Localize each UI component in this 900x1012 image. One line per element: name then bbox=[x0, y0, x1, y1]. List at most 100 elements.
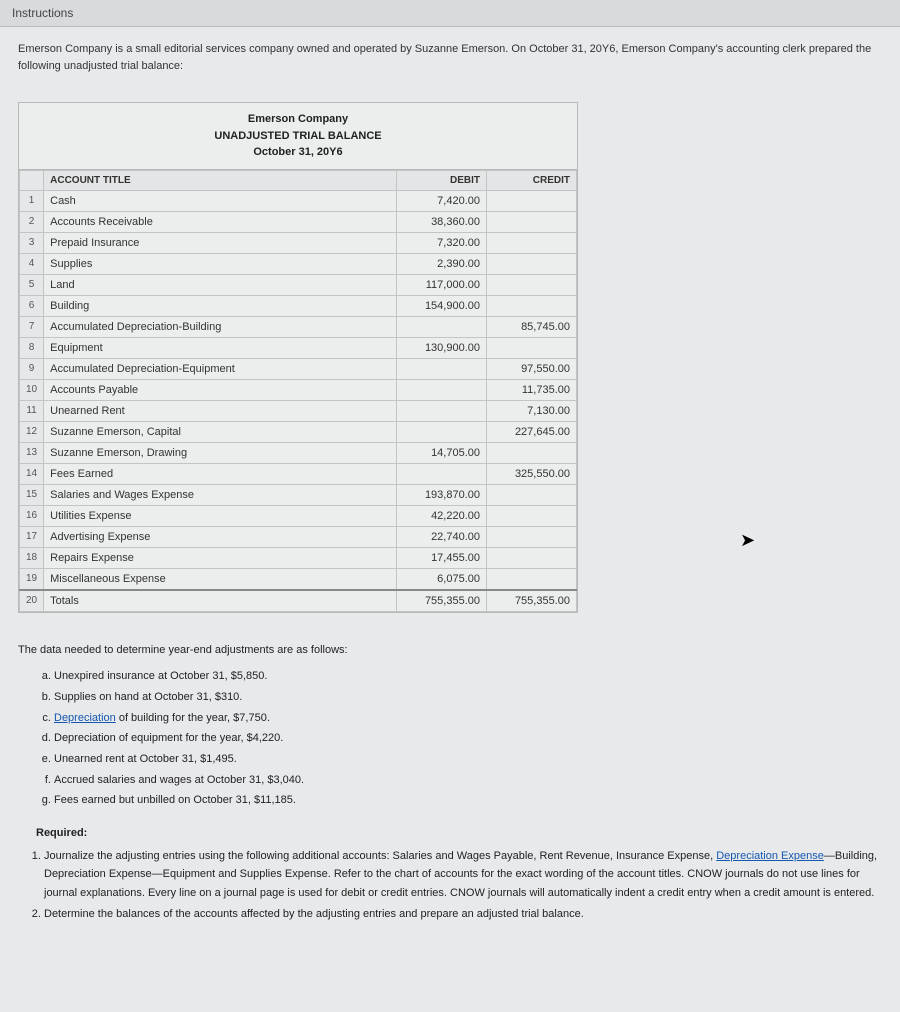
row-number: 7 bbox=[20, 316, 44, 337]
table-row: 18Repairs Expense17,455.00 bbox=[20, 547, 577, 568]
credit-cell[interactable] bbox=[487, 526, 577, 547]
account-cell[interactable]: Building bbox=[44, 295, 397, 316]
account-cell[interactable]: Miscellaneous Expense bbox=[44, 568, 397, 590]
debit-cell[interactable]: 154,900.00 bbox=[397, 295, 487, 316]
row-number: 17 bbox=[20, 526, 44, 547]
credit-cell[interactable] bbox=[487, 442, 577, 463]
table-row: 4Supplies2,390.00 bbox=[20, 253, 577, 274]
account-cell[interactable]: Accumulated Depreciation-Equipment bbox=[44, 358, 397, 379]
adjustments-intro: The data needed to determine year-end ad… bbox=[18, 641, 882, 660]
required-label: Required: bbox=[36, 824, 882, 843]
row-number: 5 bbox=[20, 274, 44, 295]
credit-cell[interactable] bbox=[487, 505, 577, 526]
debit-cell[interactable]: 117,000.00 bbox=[397, 274, 487, 295]
credit-cell[interactable]: 11,735.00 bbox=[487, 379, 577, 400]
credit-cell[interactable]: 85,745.00 bbox=[487, 316, 577, 337]
debit-cell[interactable]: 130,900.00 bbox=[397, 337, 487, 358]
row-number: 3 bbox=[20, 232, 44, 253]
credit-cell[interactable] bbox=[487, 211, 577, 232]
account-cell[interactable]: Supplies bbox=[44, 253, 397, 274]
credit-cell[interactable] bbox=[487, 253, 577, 274]
adjust-a: Unexpired insurance at October 31, $5,85… bbox=[54, 667, 882, 686]
account-cell[interactable]: Prepaid Insurance bbox=[44, 232, 397, 253]
account-cell[interactable]: Equipment bbox=[44, 337, 397, 358]
row-number: 19 bbox=[20, 568, 44, 590]
row-number: 13 bbox=[20, 442, 44, 463]
account-cell[interactable]: Accumulated Depreciation-Building bbox=[44, 316, 397, 337]
account-cell[interactable]: Land bbox=[44, 274, 397, 295]
row-number: 18 bbox=[20, 547, 44, 568]
debit-cell[interactable] bbox=[397, 400, 487, 421]
debit-cell[interactable]: 17,455.00 bbox=[397, 547, 487, 568]
account-cell[interactable]: Repairs Expense bbox=[44, 547, 397, 568]
table-row: 6Building154,900.00 bbox=[20, 295, 577, 316]
required-list: Journalize the adjusting entries using t… bbox=[18, 847, 882, 924]
table-row: 12Suzanne Emerson, Capital 227,645.00 bbox=[20, 421, 577, 442]
credit-cell[interactable] bbox=[487, 295, 577, 316]
adjustments-list: Unexpired insurance at October 31, $5,85… bbox=[18, 667, 882, 810]
adjust-d: Depreciation of equipment for the year, … bbox=[54, 729, 882, 748]
table-row: 15Salaries and Wages Expense193,870.00 bbox=[20, 484, 577, 505]
debit-cell[interactable]: 755,355.00 bbox=[397, 590, 487, 612]
debit-cell[interactable]: 14,705.00 bbox=[397, 442, 487, 463]
adjust-f: Accrued salaries and wages at October 31… bbox=[54, 771, 882, 790]
table-row: 16Utilities Expense42,220.00 bbox=[20, 505, 577, 526]
header-credit: CREDIT bbox=[487, 170, 577, 190]
account-cell[interactable]: Accounts Receivable bbox=[44, 211, 397, 232]
credit-cell[interactable] bbox=[487, 274, 577, 295]
debit-cell[interactable]: 193,870.00 bbox=[397, 484, 487, 505]
row-number: 20 bbox=[20, 590, 44, 612]
row-number: 2 bbox=[20, 211, 44, 232]
table-row: 11Unearned Rent7,130.00 bbox=[20, 400, 577, 421]
account-cell[interactable]: Utilities Expense bbox=[44, 505, 397, 526]
credit-cell[interactable] bbox=[487, 190, 577, 211]
credit-cell[interactable]: 7,130.00 bbox=[487, 400, 577, 421]
company-name: Emerson Company bbox=[19, 111, 577, 128]
notes-section: The data needed to determine year-end ad… bbox=[18, 641, 882, 924]
account-cell[interactable]: Suzanne Emerson, Capital bbox=[44, 421, 397, 442]
account-cell[interactable]: Advertising Expense bbox=[44, 526, 397, 547]
table-row: 17Advertising Expense22,740.00 bbox=[20, 526, 577, 547]
account-cell[interactable]: Fees Earned bbox=[44, 463, 397, 484]
row-number: 12 bbox=[20, 421, 44, 442]
account-cell[interactable]: Totals bbox=[44, 590, 397, 612]
debit-cell[interactable] bbox=[397, 316, 487, 337]
credit-cell[interactable] bbox=[487, 568, 577, 590]
credit-cell[interactable]: 755,355.00 bbox=[487, 590, 577, 612]
depreciation-link[interactable]: Depreciation bbox=[54, 712, 116, 724]
account-cell[interactable]: Accounts Payable bbox=[44, 379, 397, 400]
debit-cell[interactable] bbox=[397, 421, 487, 442]
credit-cell[interactable]: 325,550.00 bbox=[487, 463, 577, 484]
account-cell[interactable]: Suzanne Emerson, Drawing bbox=[44, 442, 397, 463]
account-cell[interactable]: Unearned Rent bbox=[44, 400, 397, 421]
credit-cell[interactable]: 227,645.00 bbox=[487, 421, 577, 442]
table-row: 9Accumulated Depreciation-Equipment97,55… bbox=[20, 358, 577, 379]
report-date: October 31, 20Y6 bbox=[19, 144, 577, 161]
row-number: 6 bbox=[20, 295, 44, 316]
credit-cell[interactable] bbox=[487, 337, 577, 358]
debit-cell[interactable]: 22,740.00 bbox=[397, 526, 487, 547]
debit-cell[interactable]: 2,390.00 bbox=[397, 253, 487, 274]
table-row: 20Totals755,355.00755,355.00 bbox=[20, 590, 577, 612]
account-cell[interactable]: Cash bbox=[44, 190, 397, 211]
debit-cell[interactable]: 38,360.00 bbox=[397, 211, 487, 232]
debit-cell[interactable] bbox=[397, 463, 487, 484]
debit-cell[interactable]: 42,220.00 bbox=[397, 505, 487, 526]
debit-cell[interactable]: 6,075.00 bbox=[397, 568, 487, 590]
account-cell[interactable]: Salaries and Wages Expense bbox=[44, 484, 397, 505]
header-account: ACCOUNT TITLE bbox=[44, 170, 397, 190]
content-area: Emerson Company is a small editorial ser… bbox=[0, 27, 900, 955]
credit-cell[interactable] bbox=[487, 547, 577, 568]
debit-cell[interactable]: 7,420.00 bbox=[397, 190, 487, 211]
debit-cell[interactable] bbox=[397, 358, 487, 379]
credit-cell[interactable]: 97,550.00 bbox=[487, 358, 577, 379]
debit-cell[interactable] bbox=[397, 379, 487, 400]
table-row: 13Suzanne Emerson, Drawing14,705.00 bbox=[20, 442, 577, 463]
depreciation-expense-link[interactable]: Depreciation Expense bbox=[716, 850, 824, 862]
credit-cell[interactable] bbox=[487, 484, 577, 505]
debit-cell[interactable]: 7,320.00 bbox=[397, 232, 487, 253]
credit-cell[interactable] bbox=[487, 232, 577, 253]
tab-instructions[interactable]: Instructions bbox=[0, 0, 900, 27]
required-1: Journalize the adjusting entries using t… bbox=[44, 847, 882, 903]
table-row: 7Accumulated Depreciation-Building 85,745… bbox=[20, 316, 577, 337]
